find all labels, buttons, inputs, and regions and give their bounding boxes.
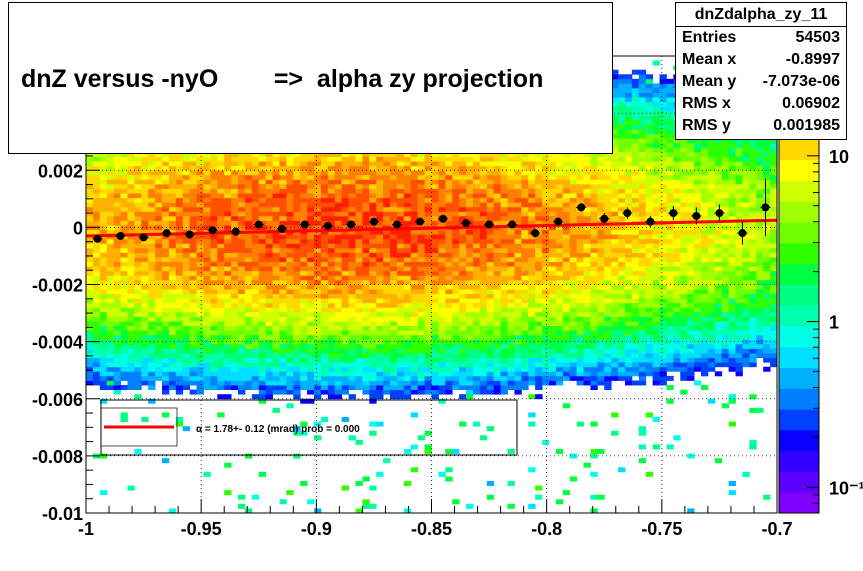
profile-point	[299, 220, 310, 229]
y-tick-label: 0	[73, 218, 83, 238]
x-tick-label: -0.95	[181, 519, 222, 539]
profile-point	[714, 204, 725, 222]
fit-legend-box: α = 1.78+- 0.12 (mrad) prob = 0.000	[100, 399, 518, 456]
fit-line	[85, 218, 778, 238]
profile-point	[530, 228, 541, 238]
x-tick-label: -0.8	[531, 519, 562, 539]
profile-point	[276, 224, 287, 233]
profile-point	[414, 217, 425, 226]
y-tick-label: 0.002	[38, 161, 83, 181]
stat-row-entries: Entries 54503	[682, 29, 840, 46]
profile-point	[161, 229, 172, 238]
x-tick-label: -1	[78, 519, 94, 539]
profile-point	[92, 234, 103, 243]
z-tick-label: 10	[829, 147, 849, 167]
stat-row-rms-x: RMS x 0.06902	[682, 95, 840, 112]
stat-row-rms-y: RMS y 0.001985	[682, 117, 840, 134]
profile-point	[691, 207, 702, 225]
plot-title: dnZ versus -nyO => alpha zy projection	[21, 65, 544, 93]
profile-point	[576, 203, 587, 212]
profile-point	[461, 219, 472, 228]
stat-row-mean-x: Mean x -0.8997	[682, 51, 840, 68]
profile-point	[622, 207, 633, 219]
profile-point	[368, 217, 379, 226]
stats-box: dnZdalpha_zy_11 Entries 54503 Mean x -0.…	[675, 2, 847, 140]
profile-point	[507, 220, 518, 229]
profile-point	[668, 205, 679, 221]
profile-point	[184, 230, 195, 239]
z-tick-label: 1	[829, 313, 839, 333]
x-tick-label: -0.9	[301, 519, 332, 539]
y-tick-label: -0.002	[32, 276, 83, 296]
profile-point	[230, 227, 241, 236]
profile-point	[138, 233, 149, 242]
profile-point	[391, 220, 402, 229]
y-tick-label: -0.01	[42, 504, 83, 524]
profile-point	[484, 220, 495, 229]
profile-point	[438, 214, 449, 223]
profile-point	[322, 221, 333, 230]
fit-line-group	[85, 218, 778, 238]
x-tick-label: -0.75	[641, 519, 682, 539]
z-tick-label: 10⁻¹	[829, 478, 863, 498]
profile-point	[645, 215, 656, 228]
y-tick-label: -0.006	[32, 390, 83, 410]
x-tick-label: -0.85	[411, 519, 452, 539]
profile-point	[207, 226, 218, 235]
profile-point	[599, 213, 610, 225]
profile-points	[92, 178, 771, 245]
profile-point	[345, 220, 356, 229]
fit-legend-text: α = 1.78+- 0.12 (mrad) prob = 0.000	[196, 424, 360, 435]
y-tick-label: -0.008	[32, 447, 83, 467]
profile-point	[115, 231, 126, 240]
profile-point	[253, 220, 264, 229]
stats-histogram-name: dnZdalpha_zy_11	[676, 3, 846, 27]
profile-point	[553, 217, 564, 226]
profile-point	[737, 221, 748, 245]
profile-point	[760, 178, 771, 236]
title-box: dnZ versus -nyO => alpha zy projection	[8, 2, 613, 154]
x-axis: -1 -0.95 -0.9 -0.85 -0.8 -0.75 -0.7	[78, 499, 793, 539]
stat-row-mean-y: Mean y -7.073e-06	[682, 73, 840, 90]
x-tick-label: -0.7	[761, 519, 792, 539]
y-tick-label: -0.004	[32, 333, 83, 353]
